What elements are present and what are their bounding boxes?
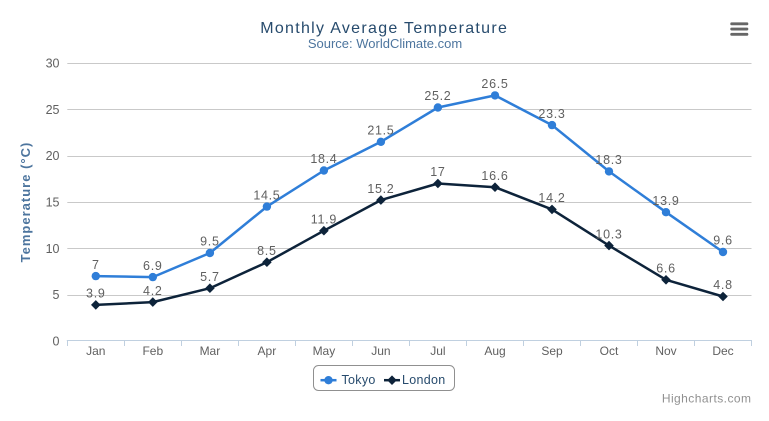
- svg-text:Apr: Apr: [258, 344, 277, 358]
- svg-text:Highcharts.com: Highcharts.com: [662, 392, 752, 406]
- svg-text:11.9: 11.9: [311, 212, 337, 226]
- svg-text:30: 30: [46, 57, 60, 71]
- svg-text:13.9: 13.9: [652, 194, 679, 208]
- svg-text:Monthly Average Temperature: Monthly Average Temperature: [260, 20, 508, 37]
- svg-text:Feb: Feb: [142, 344, 163, 358]
- svg-text:17: 17: [430, 165, 445, 179]
- svg-text:5.7: 5.7: [200, 270, 219, 284]
- svg-text:20: 20: [46, 149, 60, 163]
- svg-text:Oct: Oct: [600, 344, 619, 358]
- svg-text:May: May: [313, 344, 336, 358]
- svg-text:6.9: 6.9: [143, 259, 162, 273]
- svg-text:4.2: 4.2: [143, 284, 162, 298]
- svg-text:15: 15: [46, 196, 60, 210]
- svg-text:Nov: Nov: [655, 344, 676, 358]
- svg-text:Tokyo: Tokyo: [342, 373, 376, 387]
- svg-text:4.8: 4.8: [713, 278, 732, 292]
- svg-text:10.3: 10.3: [595, 227, 622, 241]
- svg-text:Temperature (°C): Temperature (°C): [18, 142, 33, 263]
- svg-text:Sep: Sep: [541, 344, 563, 358]
- svg-text:6.6: 6.6: [656, 262, 675, 276]
- svg-text:15.2: 15.2: [367, 182, 394, 196]
- svg-text:18.3: 18.3: [595, 153, 622, 167]
- svg-text:5: 5: [53, 288, 60, 302]
- svg-text:Source: WorldClimate.com: Source: WorldClimate.com: [308, 36, 462, 51]
- svg-text:Mar: Mar: [200, 344, 221, 358]
- svg-text:Dec: Dec: [712, 344, 733, 358]
- svg-text:9.6: 9.6: [713, 234, 732, 248]
- svg-text:Jul: Jul: [430, 344, 445, 358]
- svg-text:3.9: 3.9: [86, 287, 105, 301]
- svg-text:23.3: 23.3: [538, 107, 565, 121]
- svg-text:Jun: Jun: [371, 344, 390, 358]
- svg-text:16.6: 16.6: [481, 169, 508, 183]
- svg-text:Aug: Aug: [484, 344, 505, 358]
- svg-text:0: 0: [53, 335, 60, 349]
- svg-text:7: 7: [92, 258, 100, 272]
- svg-text:25.2: 25.2: [424, 89, 451, 103]
- svg-text:10: 10: [46, 242, 60, 256]
- svg-text:18.4: 18.4: [310, 152, 337, 166]
- svg-text:25: 25: [46, 103, 60, 117]
- svg-text:London: London: [402, 373, 446, 387]
- svg-text:9.5: 9.5: [200, 235, 219, 249]
- svg-text:14.5: 14.5: [253, 188, 280, 202]
- svg-text:26.5: 26.5: [481, 77, 508, 91]
- svg-text:14.2: 14.2: [538, 191, 565, 205]
- svg-text:21.5: 21.5: [367, 124, 394, 138]
- svg-text:8.5: 8.5: [257, 244, 276, 258]
- svg-text:Jan: Jan: [86, 344, 105, 358]
